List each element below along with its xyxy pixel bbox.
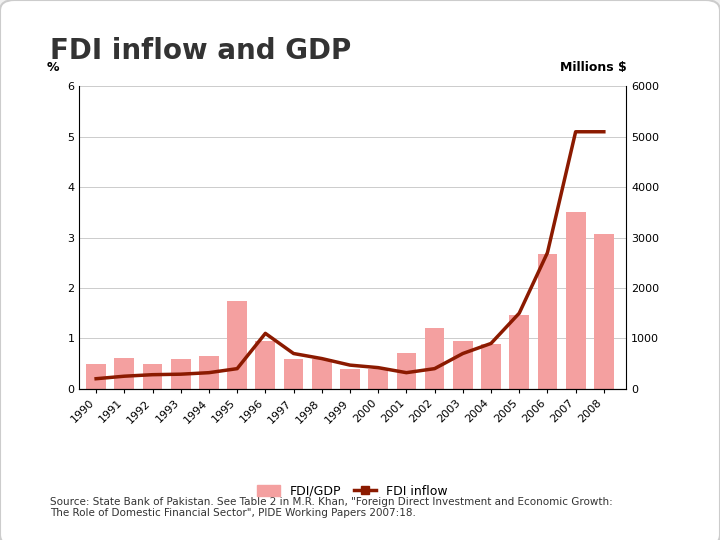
Bar xyxy=(340,369,360,389)
Bar xyxy=(594,234,613,389)
Bar xyxy=(538,254,557,389)
Text: %: % xyxy=(46,62,59,75)
Text: Source: State Bank of Pakistan. See Table 2 in M.R. Khan, "Foreign Direct Invest: Source: State Bank of Pakistan. See Tabl… xyxy=(50,497,613,518)
Text: FDI inflow and GDP: FDI inflow and GDP xyxy=(50,37,351,65)
Bar xyxy=(171,359,191,389)
Text: Millions $: Millions $ xyxy=(559,62,626,75)
Bar xyxy=(143,363,163,389)
Bar xyxy=(86,363,106,389)
Bar xyxy=(284,359,303,389)
Bar xyxy=(228,301,247,389)
Bar xyxy=(566,212,585,389)
Bar xyxy=(114,357,134,389)
Legend: FDI/GDP, FDI inflow: FDI/GDP, FDI inflow xyxy=(253,480,453,503)
Bar xyxy=(369,369,388,389)
Bar xyxy=(481,345,501,389)
Bar xyxy=(397,353,416,389)
Bar xyxy=(425,328,444,389)
Bar xyxy=(256,341,275,389)
Bar xyxy=(199,356,219,389)
Bar xyxy=(453,341,472,389)
Bar xyxy=(312,359,332,389)
Bar xyxy=(509,315,529,389)
